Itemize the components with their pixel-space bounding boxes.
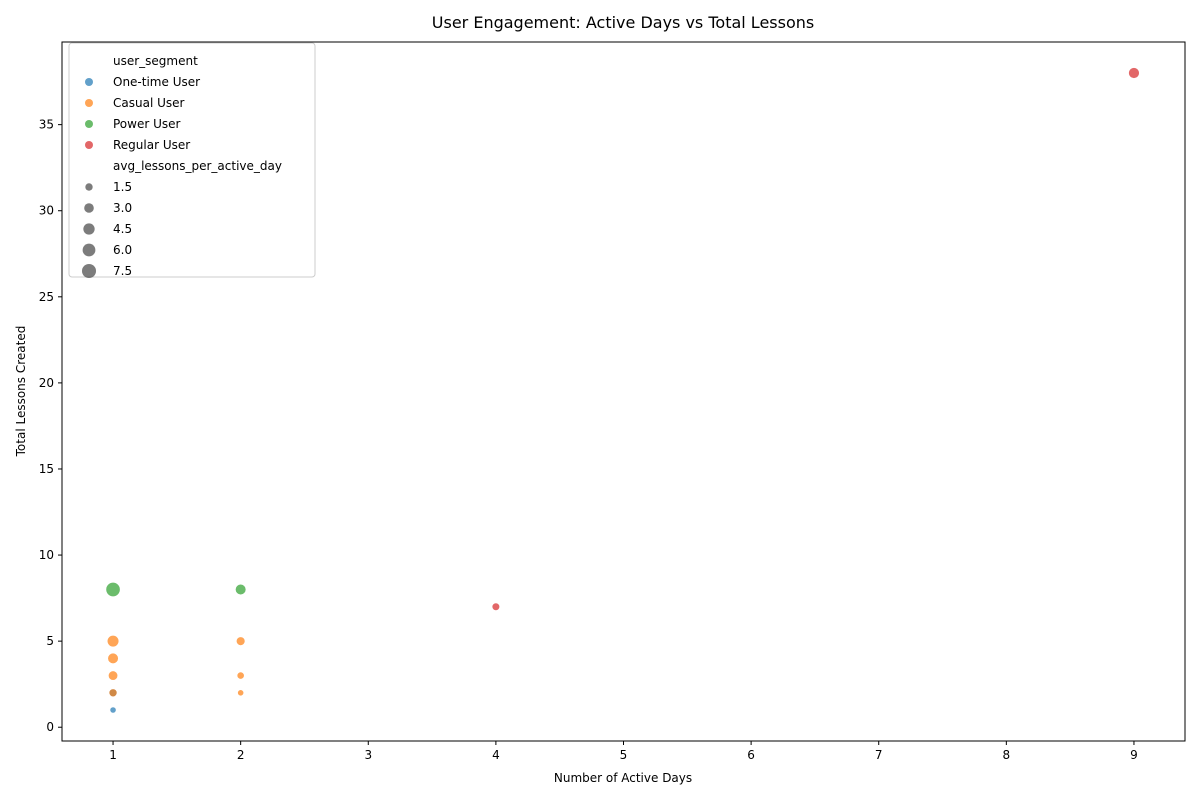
legend-hue-marker bbox=[85, 120, 93, 128]
legend-size-label: 6.0 bbox=[113, 243, 132, 257]
points-layer bbox=[105, 67, 1140, 714]
data-point bbox=[234, 583, 247, 596]
x-tick-label: 3 bbox=[364, 748, 372, 762]
legend: user_segment One-time User Casual User Powe… bbox=[68, 42, 316, 279]
legend-size-title: avg_lessons_per_active_day bbox=[113, 159, 282, 173]
y-tick-label: 25 bbox=[39, 290, 54, 304]
x-tick-label: 2 bbox=[237, 748, 245, 762]
data-point bbox=[105, 581, 121, 598]
legend-size-marker bbox=[83, 223, 95, 235]
legend-size-label: 4.5 bbox=[113, 222, 132, 236]
data-point bbox=[1128, 67, 1140, 79]
legend-hue-label: One-time User bbox=[113, 75, 200, 89]
x-axis: 1 2 3 4 5 6 7 8 9 bbox=[109, 741, 1138, 762]
x-tick-label: 8 bbox=[1003, 748, 1011, 762]
data-point bbox=[109, 706, 117, 714]
data-point bbox=[491, 602, 501, 612]
legend-hue-label: Casual User bbox=[113, 96, 185, 110]
y-axis: 0 5 10 15 20 25 30 35 bbox=[39, 118, 62, 734]
legend-size-marker bbox=[85, 183, 93, 191]
y-tick-label: 20 bbox=[39, 376, 54, 390]
legend-hue-title: user_segment bbox=[113, 54, 198, 68]
data-point bbox=[107, 670, 119, 681]
legend-size-marker bbox=[84, 203, 94, 213]
legend-frame bbox=[68, 42, 316, 278]
y-tick-label: 10 bbox=[39, 548, 54, 562]
legend-hue-label: Regular User bbox=[113, 138, 190, 152]
legend-size-marker bbox=[81, 263, 97, 279]
legend-size-marker bbox=[82, 243, 96, 257]
x-axis-label: Number of Active Days bbox=[554, 771, 692, 785]
data-point bbox=[106, 634, 120, 648]
legend-size-label: 1.5 bbox=[113, 180, 132, 194]
data-point bbox=[236, 671, 245, 680]
data-point bbox=[237, 689, 245, 697]
data-point bbox=[108, 688, 118, 698]
y-axis-label: Total Lessons Created bbox=[14, 326, 28, 458]
chart-title: User Engagement: Active Days vs Total Le… bbox=[432, 13, 814, 32]
x-tick-label: 5 bbox=[620, 748, 628, 762]
x-tick-label: 1 bbox=[109, 748, 117, 762]
legend-hue-marker bbox=[85, 78, 93, 86]
x-tick-label: 6 bbox=[747, 748, 755, 762]
data-point bbox=[235, 636, 246, 647]
y-tick-label: 35 bbox=[39, 118, 54, 132]
legend-hue-marker bbox=[85, 99, 93, 107]
y-tick-label: 0 bbox=[46, 720, 54, 734]
y-tick-label: 30 bbox=[39, 204, 54, 218]
x-tick-label: 9 bbox=[1130, 748, 1138, 762]
legend-size-label: 3.0 bbox=[113, 201, 132, 215]
legend-hue-marker bbox=[85, 141, 93, 149]
x-tick-label: 4 bbox=[492, 748, 500, 762]
data-point bbox=[107, 652, 119, 665]
x-tick-label: 7 bbox=[875, 748, 883, 762]
y-tick-label: 15 bbox=[39, 462, 54, 476]
y-tick-label: 5 bbox=[46, 634, 54, 648]
legend-size-label: 7.5 bbox=[113, 264, 132, 278]
legend-hue-label: Power User bbox=[113, 117, 181, 131]
